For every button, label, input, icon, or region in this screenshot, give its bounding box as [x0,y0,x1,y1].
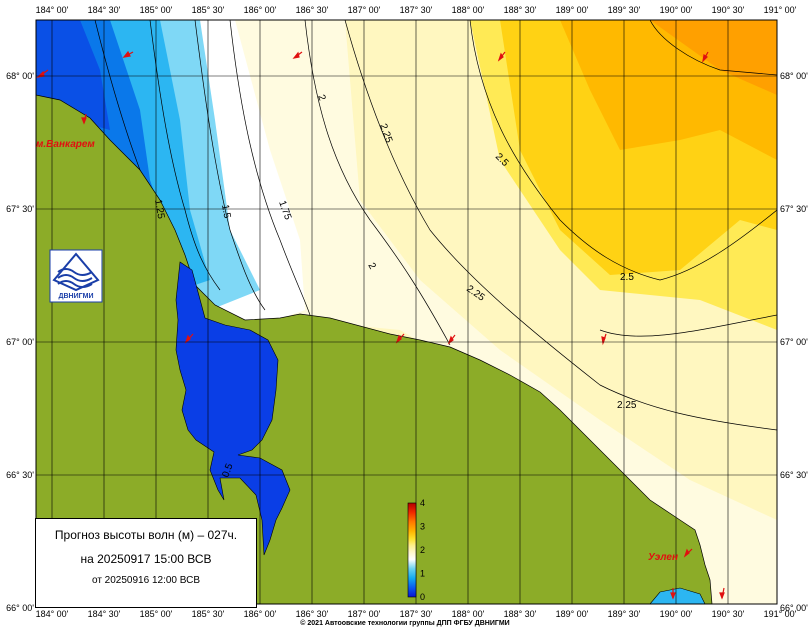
contour-lines [94,20,777,431]
logo-text: ДВНИГМИ [59,293,94,300]
arrow-icon [292,51,303,59]
longitude-label: 189° 00' [556,609,589,619]
longitude-label: 184° 00' [36,5,69,15]
latitude-labels-right: 68° 00' 67° 30' 67° 00' 66° 30' 66° 00' [780,71,808,613]
longitude-label: 187° 30' [400,5,433,15]
longitude-label: 187° 00' [348,609,381,619]
dvnigmi-logo: ДВНИГМИ [49,249,103,303]
longitude-label: 190° 30' [712,5,745,15]
kolyuchin-lagoon [175,261,291,556]
arrow-icon [395,333,405,344]
arrow-icon [122,50,134,58]
latitude-labels-left: 68° 00' 67° 30' 67° 00' 66° 30' 66° 00' [6,71,34,613]
longitude-label: 191° 00' [764,5,797,15]
longitude-label: 186° 00' [244,5,277,15]
chukotka-land [36,94,713,604]
longitude-label: 190° 30' [712,609,745,619]
color-bar: 4 3 2 1 0 [407,498,425,602]
forecast-valid-time: на 20250917 15:00 ВСВ [80,552,212,566]
latitude-label: 68° 00' [780,71,808,81]
forecast-issued-time: от 20250916 12:00 ВСВ [91,575,200,586]
longitude-label: 187° 00' [348,5,381,15]
longitude-label: 188° 30' [504,5,537,15]
contour-label: 1.25 [152,199,166,221]
forecast-info-box: Прогноз высоты волн (м) – 027ч. на 20250… [35,518,257,608]
longitude-label: 189° 30' [608,609,641,619]
longitude-label: 189° 00' [556,5,589,15]
place-label-vankarem: м.Ванкарем [36,139,95,150]
latitude-label: 68° 00' [6,71,34,81]
color-bar-tick: 0 [420,592,425,602]
latitude-label: 66° 30' [780,470,808,480]
arrow-icon [447,334,456,345]
arrow-icon [683,548,693,558]
forecast-title: Прогноз высоты волн (м) – 027ч. [54,528,238,542]
contour-label: 2.5 [620,272,634,283]
longitude-label: 187° 30' [400,609,433,619]
longitude-label: 189° 30' [608,5,641,15]
arrow-icon [497,51,506,62]
place-label-uelen: Уэлен [648,552,678,563]
longitude-label: 184° 30' [88,609,121,619]
longitude-label: 191° 00' [764,609,797,619]
longitude-label: 184° 30' [88,5,121,15]
latitude-label: 67° 00' [780,337,808,347]
longitude-labels-bottom: 184° 00' 184° 30' 185° 00' 185° 30' 186° 00'… [36,609,797,619]
contour-label-group: 2 2.25 2.5 1.5 1.75 1.25 2 2.25 2.5 2.25… [152,93,637,479]
longitude-label: 188° 30' [504,609,537,619]
longitude-label: 186° 00' [244,609,277,619]
arrow-icon [81,113,87,125]
longitude-label: 185° 00' [140,609,173,619]
color-bar-tick: 4 [420,498,425,508]
map-field: 2 2.25 2.5 1.5 1.75 1.25 2 2.25 2.5 2.25… [36,20,777,604]
color-bar-ticks: 4 3 2 1 0 [420,498,425,602]
latitude-label: 66° 00' [6,603,34,613]
contour-label: 2.25 [617,400,637,411]
longitude-label: 185° 00' [140,5,173,15]
latitude-label: 67° 30' [780,204,808,214]
longitude-labels-top: 184° 00' 184° 30' 185° 00' 185° 30' 186° 00'… [36,5,797,15]
map-frame [35,19,778,605]
longitude-label: 185° 30' [192,5,225,15]
graticule [36,20,777,604]
contour-label: 1.5 [219,204,232,220]
color-bar-tick: 2 [420,545,425,555]
uelen-lagoon [649,587,706,604]
latitude-label: 67° 30' [6,204,34,214]
longitude-label: 190° 00' [660,5,693,15]
longitude-label: 186° 30' [296,5,329,15]
contour-label: 2 [315,93,327,102]
color-bar-tick: 3 [420,522,425,532]
latitude-label: 66° 00' [780,603,808,613]
longitude-label: 184° 00' [36,609,69,619]
contour-label: 2 [365,261,378,272]
longitude-label: 190° 00' [660,609,693,619]
longitude-label: 188° 00' [452,5,485,15]
latitude-label: 66° 30' [6,470,34,480]
arrow-icon [184,333,194,344]
arrow-icon [719,587,725,600]
arrow-icon [702,51,709,63]
latitude-label: 67° 00' [6,337,34,347]
copyright-footer: © 2021 Автоовские технологии группы ДПП … [300,620,510,627]
color-bar-tick: 1 [420,569,425,579]
arrow-icon [601,333,607,346]
longitude-label: 186° 30' [296,609,329,619]
arrow-icon [670,588,676,600]
longitude-label: 188° 00' [452,609,485,619]
longitude-label: 185° 30' [192,609,225,619]
